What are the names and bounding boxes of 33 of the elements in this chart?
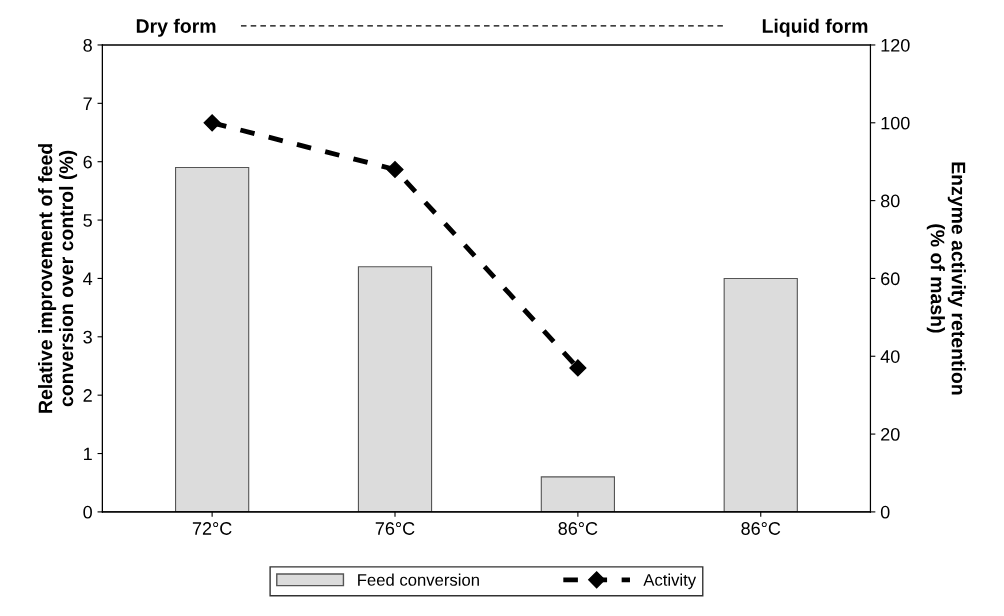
point	[569, 359, 587, 377]
y2-tick-label: 120	[881, 38, 910, 52]
x-tick-label: 86°C	[558, 522, 598, 535]
y-tick-label: 8	[83, 38, 92, 52]
legend-label: Activity	[643, 573, 697, 590]
y2-tick-label: 100	[881, 116, 910, 130]
y-tick-label: 3	[83, 330, 92, 344]
text: Dry form	[136, 18, 216, 37]
point	[386, 160, 404, 179]
bar	[723, 277, 798, 512]
y-tick-label: 5	[83, 214, 92, 227]
y-axis-title: Relative improvement of feed conversion over control (%)	[38, 144, 78, 413]
y2-axis-title: Enzyme activity retention (% of mash)	[926, 162, 966, 395]
y-tick-label: 6	[83, 155, 92, 169]
y-tick-label: 1	[84, 447, 92, 461]
y2-tick-label: 40	[880, 350, 900, 363]
point	[203, 114, 221, 132]
x-tick-label: 76°C	[375, 522, 415, 535]
text: Liquid form	[762, 18, 868, 37]
y2-tick-label: 20	[881, 428, 900, 441]
y2-tick-label: 0	[880, 505, 890, 519]
y-tick-label: 7	[83, 97, 92, 110]
x-tick-label: 72°C	[192, 522, 232, 535]
y-tick-label: 4	[83, 272, 93, 285]
y2-tick-label: 80	[880, 194, 900, 208]
y-tick-label: 2	[83, 389, 92, 402]
bar	[175, 166, 250, 512]
y2-tick-label: 60	[881, 272, 900, 286]
x-tick-label: 86°C	[741, 522, 781, 535]
bar	[540, 476, 616, 512]
y-tick-label: 0	[83, 505, 92, 519]
bar	[357, 266, 433, 512]
legend-label: Feed conversion	[358, 573, 479, 586]
